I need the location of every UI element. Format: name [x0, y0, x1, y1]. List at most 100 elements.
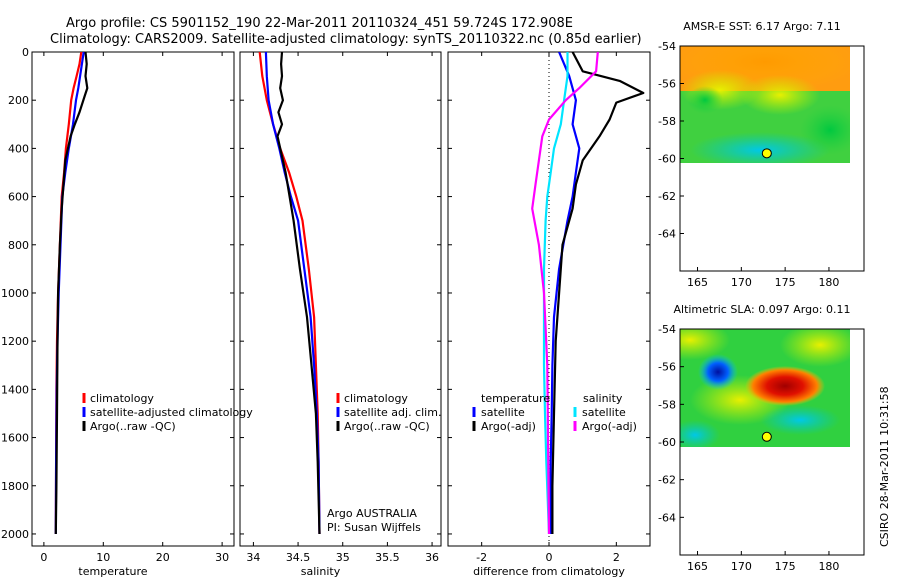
altimetric_sla-heatmap — [680, 329, 850, 447]
depth-tick-label: 600 — [8, 191, 29, 204]
csiro-timestamp: CSIRO 28-Mar-2011 10:31:58 — [878, 386, 891, 547]
salinity-series-argo-raw-qc- — [276, 52, 321, 535]
depth-tick-label: 800 — [8, 239, 29, 252]
sst-cool-band — [690, 132, 830, 163]
depth-tick-label: 1800 — [1, 480, 29, 493]
depth-tick-label: 1000 — [1, 287, 29, 300]
difference-legend-label: satellite — [582, 406, 626, 419]
salinity-xtick-label: 35 — [336, 551, 350, 564]
amsr_sst-heatmap — [680, 46, 850, 163]
sla-low-eddy — [698, 354, 738, 390]
altimetric_sla-ytick-label: -54 — [658, 323, 676, 336]
amsr_sst-argo-float-marker — [761, 148, 772, 159]
amsr_sst-title: AMSR-E SST: 6.17 Argo: 7.11 — [683, 20, 841, 33]
temperature-series-group — [54, 52, 89, 535]
panel-temperature: 0 10 20 30 0 200 400 600 800 1000 1200 1400 1600 1800… — [1, 46, 235, 578]
temperature-legend-label: climatology — [90, 392, 154, 405]
temperature-xtick-label: 30 — [215, 551, 229, 564]
amsr_sst-ytick-label: -58 — [658, 115, 676, 128]
sla-low-band — [680, 420, 720, 447]
altimetric_sla-ytick-label: -60 — [658, 436, 676, 449]
salinity-xtick-label: 34 — [246, 551, 260, 564]
amsr_sst-ytick-label: -64 — [658, 228, 676, 241]
amsr_sst-ytick-label: -60 — [658, 153, 676, 166]
panel-amsr_sst: AMSR-E SST: 6.17 Argo: 7.11 165 170 175 180 -… — [658, 20, 865, 289]
legend-temperature-title: temperature — [481, 392, 550, 405]
altimetric_sla-ytick-label: -64 — [658, 511, 676, 524]
depth-tick-label: 2000 — [1, 528, 29, 541]
temperature-xtick-label: 0 — [40, 551, 47, 564]
difference-series-satellite-temperature — [549, 52, 581, 534]
salinity-legend-label: satellite adj. clim. — [344, 406, 441, 419]
sla-high-eddy — [745, 366, 825, 406]
sla-high — [680, 329, 730, 360]
altimetric_sla-xtick-label: 180 — [818, 560, 839, 573]
amsr_sst-ytick-label: -62 — [658, 190, 676, 203]
temperature-axis-label: temperature — [78, 565, 147, 578]
temperature-series-argo-raw-qc- — [54, 52, 89, 535]
altimetric_sla-argo-float-marker — [761, 431, 772, 442]
temperature-legend-label: Argo(..raw -QC) — [90, 420, 176, 433]
depth-tick-label: 1600 — [1, 432, 29, 445]
altimetric_sla-ytick-label: -56 — [658, 361, 676, 374]
profile-panels: 0 10 20 30020040060080010001200140016001800… — [1, 46, 651, 578]
altimetric_sla-no-data-area — [680, 447, 850, 555]
salinity-axes-frame — [239, 51, 442, 547]
difference-xtick-label: 2 — [613, 551, 620, 564]
salinity-xtick-label: 35.5 — [375, 551, 400, 564]
depth-tick-label: 1200 — [1, 335, 29, 348]
altimetric_sla-xtick-label: 165 — [687, 560, 708, 573]
salinity-xtick-label: 36 — [425, 551, 439, 564]
sst-cool-blob — [800, 105, 850, 155]
amsr_sst-ytick-label: -54 — [658, 40, 676, 53]
difference-axis-label: difference from climatology — [473, 565, 625, 578]
depth-tick-label: 200 — [8, 94, 29, 107]
difference-legend-label: Argo(-adj) — [582, 420, 637, 433]
argo-australia-note: Argo AUSTRALIA — [327, 507, 417, 520]
salinity-xtick-label: 34.5 — [286, 551, 311, 564]
amsr_sst-no-data-area — [680, 163, 850, 271]
amsr_sst-xtick-label: 165 — [687, 276, 708, 289]
figure-title-line2: Climatology: CARS2009. Satellite-adjuste… — [50, 32, 642, 47]
difference-legend: temperature salinitysatelliteArgo(-adj)sa… — [472, 392, 637, 433]
figure-title-line1: Argo profile: CS 5901152_190 22-Mar-2011… — [66, 16, 573, 31]
panel-salinity: 34 34.5 35 35.5 36 salinity — [239, 51, 442, 578]
amsr_sst-xtick-label: 175 — [775, 276, 796, 289]
altimetric_sla-ytick-label: -58 — [658, 398, 676, 411]
sst-eddy — [687, 86, 723, 114]
altimetric_sla-xtick-label: 170 — [731, 560, 752, 573]
pi-name-note: PI: Susan Wijffels — [327, 521, 421, 534]
amsr_sst-ytick-label: -56 — [658, 78, 676, 91]
legend-salinity-title: salinity — [583, 392, 623, 405]
difference-series-argo-adj--temperature — [551, 52, 645, 534]
difference-xtick-label: -2 — [476, 551, 487, 564]
salinity-legend-label: Argo(..raw -QC) — [344, 420, 430, 433]
temperature-xtick-label: 20 — [156, 551, 170, 564]
amsr_sst-xtick-label: 180 — [818, 276, 839, 289]
sst-mid-blob — [740, 75, 820, 115]
sla-high — [780, 329, 850, 367]
salinity-legend-label: climatology — [344, 392, 408, 405]
salinity-series-group — [258, 52, 321, 535]
map-panels: AMSR-E SST: 6.17 Argo: 7.11 165 170 175 180 -… — [658, 20, 865, 573]
difference-xtick-label: 0 — [546, 551, 553, 564]
altimetric_sla-title: Altimetric SLA: 0.097 Argo: 0.11 — [673, 303, 850, 316]
amsr_sst-xtick-label: 170 — [731, 276, 752, 289]
depth-tick-label: 0 — [22, 46, 29, 59]
temperature-xtick-label: 10 — [96, 551, 110, 564]
difference-series-group — [531, 52, 645, 535]
difference-legend-label: satellite — [481, 406, 525, 419]
depth-tick-label: 1400 — [1, 383, 29, 396]
altimetric_sla-xtick-label: 175 — [775, 560, 796, 573]
salinity-axis-label: salinity — [301, 565, 341, 578]
temperature-legend-label: satellite-adjusted climatology — [90, 406, 253, 419]
salinity-series-satellite-adj-clim- — [264, 52, 321, 535]
altimetric_sla-ytick-label: -62 — [658, 474, 676, 487]
difference-series-argo-adj--salinity — [531, 52, 599, 535]
